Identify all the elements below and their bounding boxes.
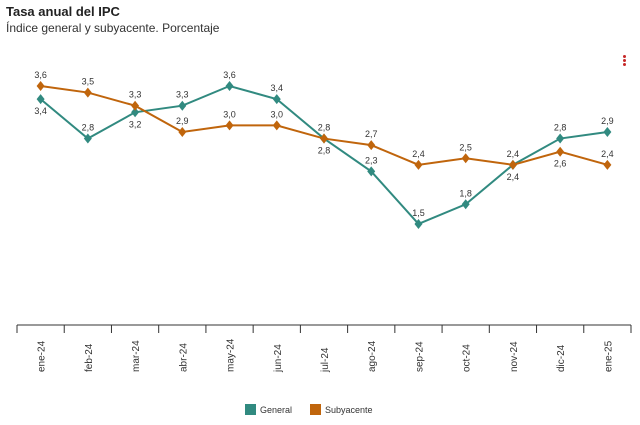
x-tick-label: oct-24 bbox=[462, 344, 473, 372]
data-point bbox=[461, 199, 470, 210]
data-label: 3,3 bbox=[129, 90, 142, 100]
x-tick-label: mar-24 bbox=[131, 340, 142, 372]
x-tick-label: dic-24 bbox=[556, 344, 567, 372]
data-label: 3,2 bbox=[129, 119, 142, 129]
data-point bbox=[272, 94, 281, 105]
data-point bbox=[83, 87, 92, 98]
data-label: 2,4 bbox=[601, 149, 614, 159]
data-label: 3,3 bbox=[176, 90, 189, 100]
data-point bbox=[556, 133, 565, 144]
data-label: 1,8 bbox=[459, 188, 472, 198]
data-label: 2,9 bbox=[176, 116, 189, 126]
x-tick-label: abr-24 bbox=[178, 343, 189, 372]
x-tick-label: ene-25 bbox=[603, 340, 614, 372]
data-label: 2,7 bbox=[365, 129, 378, 139]
data-label: 3,0 bbox=[223, 109, 236, 119]
x-tick-label: ene-24 bbox=[37, 340, 48, 372]
legend-swatch bbox=[245, 404, 256, 415]
data-point bbox=[556, 146, 565, 157]
legend-item-general[interactable]: General bbox=[245, 404, 292, 415]
x-tick-label: ago-24 bbox=[367, 340, 378, 372]
chart-subtitle: Índice general y subyacente. Porcentaje bbox=[6, 21, 220, 35]
data-point bbox=[461, 153, 470, 164]
data-point bbox=[225, 81, 234, 91]
legend-label: Subyacente bbox=[325, 404, 373, 415]
data-label: 2,8 bbox=[318, 123, 331, 133]
legend: General Subyacente bbox=[245, 404, 373, 415]
data-label: 2,8 bbox=[554, 123, 567, 133]
data-label: 2,6 bbox=[554, 159, 567, 169]
data-point bbox=[36, 81, 45, 91]
data-label: 2,4 bbox=[412, 149, 425, 159]
data-label: 3,0 bbox=[271, 109, 284, 119]
data-label: 2,4 bbox=[507, 172, 520, 182]
x-tick-label: feb-24 bbox=[84, 343, 95, 372]
data-label: 3,4 bbox=[271, 83, 284, 93]
data-point bbox=[225, 120, 234, 131]
data-point bbox=[508, 159, 517, 170]
data-point bbox=[367, 140, 376, 151]
data-label: 3,5 bbox=[82, 77, 95, 87]
legend-swatch bbox=[310, 404, 322, 415]
legend-label: General bbox=[260, 404, 293, 415]
kebab-menu-icon[interactable] bbox=[620, 54, 628, 70]
x-tick-label: sep-24 bbox=[414, 341, 425, 372]
data-label: 3,6 bbox=[223, 70, 236, 80]
data-point bbox=[83, 133, 92, 144]
x-tick-label: nov-24 bbox=[509, 341, 520, 372]
data-label: 2,4 bbox=[507, 149, 520, 159]
data-label: 2,3 bbox=[365, 155, 378, 165]
data-point bbox=[36, 94, 45, 105]
data-label: 1,5 bbox=[412, 208, 425, 218]
data-point bbox=[367, 166, 376, 177]
data-point bbox=[603, 126, 612, 137]
data-point bbox=[131, 107, 140, 118]
data-point bbox=[414, 218, 423, 229]
x-tick-label: may-24 bbox=[226, 338, 237, 372]
data-point bbox=[414, 159, 423, 170]
data-point bbox=[320, 133, 328, 144]
data-label: 2,8 bbox=[318, 146, 331, 156]
data-label: 3,6 bbox=[34, 70, 47, 80]
legend-item-subyacente[interactable]: Subyacente bbox=[310, 404, 373, 415]
data-point bbox=[131, 100, 140, 111]
data-point bbox=[178, 126, 187, 137]
data-label: 2,9 bbox=[601, 116, 614, 126]
data-label: 3,4 bbox=[34, 106, 47, 116]
data-point bbox=[272, 120, 281, 131]
data-point bbox=[178, 100, 187, 111]
data-label: 2,5 bbox=[459, 142, 472, 152]
chart-title: Tasa anual del IPC bbox=[6, 4, 120, 19]
x-tick-label: jun-24 bbox=[273, 344, 284, 373]
x-tick-label: jul-24 bbox=[320, 347, 331, 373]
data-label: 2,8 bbox=[82, 123, 95, 133]
data-point bbox=[603, 159, 612, 170]
